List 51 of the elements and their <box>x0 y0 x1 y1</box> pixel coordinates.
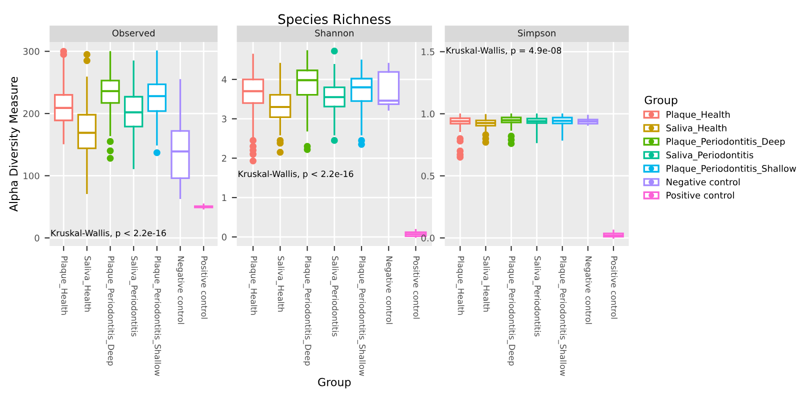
x-tick-label: Plaque_Periodontitis_Deep <box>507 256 516 366</box>
x-tick-label: Plaque_Periodontitis_Shallow <box>152 256 162 376</box>
x-tick-label: Negative control <box>584 256 592 324</box>
legend-label: Plaque_Health <box>666 110 730 120</box>
x-tick-label: Plaque_Periodontitis_Shallow <box>357 256 366 376</box>
legend-label: Saliva_Periodontitis <box>666 151 754 160</box>
annotation: Kruskal-Wallis, p = 4.9e-08 <box>446 47 562 56</box>
x-tick-label: Plaque_Periodontitis_Deep <box>303 256 312 366</box>
chart-subtitle: Observed <box>112 29 154 36</box>
x-tick-label: Saliva_Health <box>276 256 284 312</box>
x-tick-label: Saliva_Health <box>482 256 490 312</box>
legend-label: Plaque_Periodontitis_Deep <box>666 138 785 147</box>
annotation: Kruskal-Wallis, p < 2.2e-16 <box>238 170 354 179</box>
y-tick-label: 200 <box>23 110 40 118</box>
y-tick-label: 3 <box>222 116 226 122</box>
y-tick-label: 0 <box>222 234 226 240</box>
x-tick-label: Plaque_Health <box>456 256 464 315</box>
y-tick-label: 0.0 <box>421 234 434 242</box>
chart-subtitle: Simpson <box>518 29 556 38</box>
annotation: Kruskal-Wallis, p < 2.2e-16 <box>51 230 166 238</box>
legend-title: Group <box>644 96 678 106</box>
legend-label: Saliva_Health <box>666 124 726 134</box>
legend-label: Negative control <box>666 178 740 188</box>
x-tick-label: Saliva_Health <box>82 256 92 312</box>
x-tick-label: Positive control <box>201 256 208 319</box>
x-tick-label: Positive control <box>413 256 420 319</box>
y-tick-label: 1.5 <box>422 48 434 56</box>
chart-subtitle: Shannon <box>315 29 354 36</box>
x-tick-label: Plaque_Health <box>59 256 68 315</box>
x-tick-label: Saliva_Periodontitis <box>532 256 541 336</box>
y-tick-label: 0 <box>34 234 40 242</box>
legend-label: Positive control <box>666 192 734 199</box>
x-tick-label: Saliva_Periodontitis <box>330 256 339 336</box>
y-tick-label: 0.5 <box>421 172 434 180</box>
y-tick-label: 300 <box>23 48 40 55</box>
y-tick-label: 1.0 <box>422 110 434 118</box>
x-tick-label: Saliva_Periodontitis <box>129 256 138 336</box>
y-tick-label: 100 <box>24 172 40 180</box>
x-tick-label: Plaque_Periodontitis_Shallow <box>558 256 567 376</box>
legend-label: Plaque_Periodontitis_Shallow <box>666 164 796 174</box>
x-axis-title: Group <box>318 378 351 388</box>
x-tick-label: Negative control <box>384 256 393 324</box>
x-tick-label: Plaque_Periodontitis_Deep <box>106 256 114 366</box>
y-tick-label: 2 <box>222 154 226 162</box>
x-tick-label: Negative control <box>176 256 184 324</box>
y-tick-label: 1 <box>222 194 226 201</box>
chart-title: Species Richness <box>278 14 391 27</box>
x-tick-label: Positive control <box>611 256 618 319</box>
y-tick-label: 4 <box>222 76 227 83</box>
y-axis-title: Alpha Diversity Measure <box>9 76 20 212</box>
x-tick-label: Plaque_Health <box>248 256 258 315</box>
